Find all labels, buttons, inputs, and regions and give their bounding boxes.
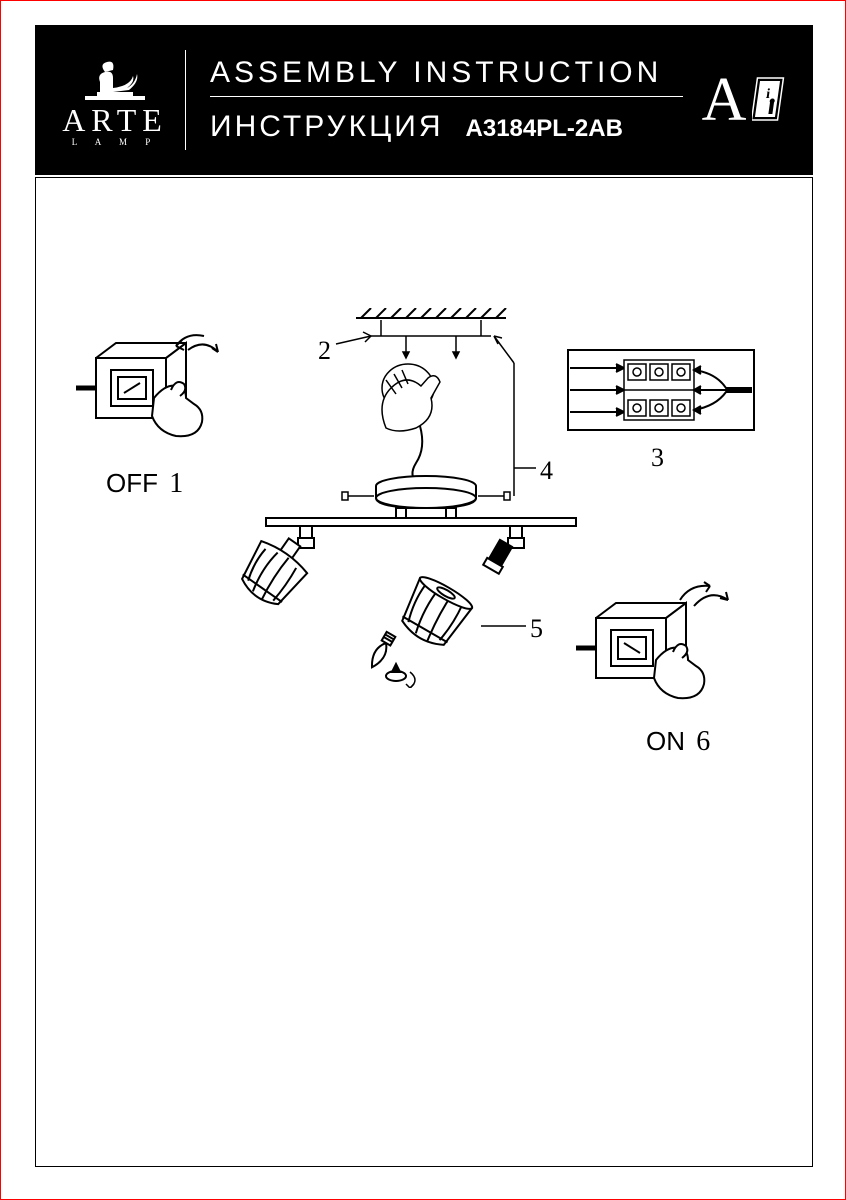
logo-area: ARTE L A M P (35, 25, 185, 175)
winged-lion-icon (75, 54, 155, 104)
step-2-num: 2 (318, 336, 331, 366)
title-row-2: ИНСТРУКЦИЯ A3184PL-2AB (210, 110, 693, 144)
diagram-frame: OFF 1 (35, 177, 813, 1167)
brand-name: ARTE (62, 102, 168, 139)
step-6-label: ON 6 (646, 726, 710, 758)
title-english: ASSEMBLY INSTRUCTION (210, 56, 683, 97)
badge-letter: A (702, 65, 747, 136)
brand-subtitle: L A M P (72, 137, 158, 147)
step-6-num: 6 (696, 726, 710, 757)
header-bar: ARTE L A M P ASSEMBLY INSTRUCTION ИНСТРУ… (35, 25, 813, 175)
booklet-icon: i (752, 74, 790, 126)
title-area: ASSEMBLY INSTRUCTION ИНСТРУКЦИЯ A3184PL-… (185, 50, 693, 150)
step-3-num: 3 (651, 443, 664, 473)
step-1-num: 1 (169, 468, 183, 499)
title-russian: ИНСТРУКЦИЯ (210, 110, 444, 144)
off-text: OFF (106, 468, 158, 498)
step-6-on-switch (576, 578, 756, 733)
step-1-off-switch (76, 328, 246, 473)
model-code: A3184PL-2AB (466, 115, 623, 143)
on-text: ON (646, 726, 685, 756)
step-4-num: 4 (540, 456, 553, 486)
step-1-label: OFF 1 (106, 468, 183, 500)
right-badge: A i (693, 25, 813, 175)
step-5-num: 5 (530, 614, 543, 644)
